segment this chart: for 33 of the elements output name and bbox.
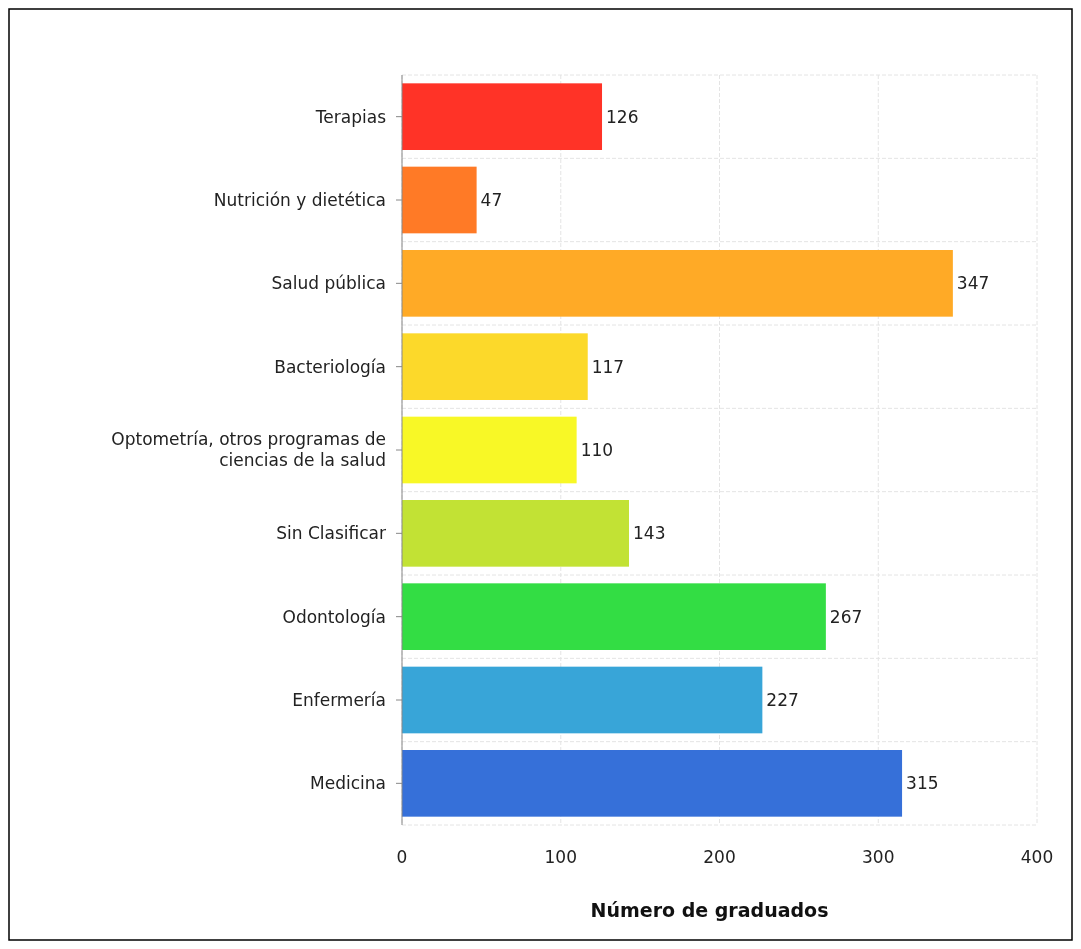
bar: [402, 583, 826, 650]
data-label: 143: [633, 523, 666, 544]
x-tick-label: 400: [1020, 847, 1054, 867]
bar: [402, 500, 630, 567]
y-tick-label: Salud pública: [271, 273, 386, 294]
y-tick-label: Bacteriología: [274, 356, 386, 377]
x-tick-label: 0: [396, 847, 408, 867]
x-tick-label: 300: [862, 847, 895, 867]
data-label: 267: [829, 606, 863, 627]
y-tick-label: Nutrición y dietética: [213, 189, 386, 210]
bar: [402, 250, 953, 317]
data-label: 110: [580, 439, 614, 460]
y-tick-label: Optometría, otros programas de ciencias de la salud: [111, 429, 386, 471]
y-tick-label: Terapias: [314, 106, 387, 127]
bar: [402, 83, 603, 150]
bar: [402, 750, 903, 817]
bar: [402, 416, 577, 484]
data-label: 315: [906, 773, 939, 794]
data-label: 117: [591, 356, 625, 377]
bar: [402, 666, 763, 734]
data-label: 227: [766, 689, 799, 710]
data-label: 126: [606, 106, 639, 127]
x-tick-label: 100: [544, 847, 577, 867]
data-label: 47: [480, 189, 503, 210]
bar: [402, 333, 588, 400]
data-label: 347: [956, 273, 990, 294]
y-tick-label: Enfermería: [292, 689, 386, 710]
y-tick-label: Odontología: [282, 606, 386, 627]
bar: [402, 166, 477, 234]
x-axis-title: Número de graduados: [590, 899, 829, 921]
x-tick-label: 200: [703, 847, 736, 867]
y-tick-label: Sin Clasificar: [276, 523, 387, 544]
y-tick-label: Medicina: [310, 773, 386, 794]
